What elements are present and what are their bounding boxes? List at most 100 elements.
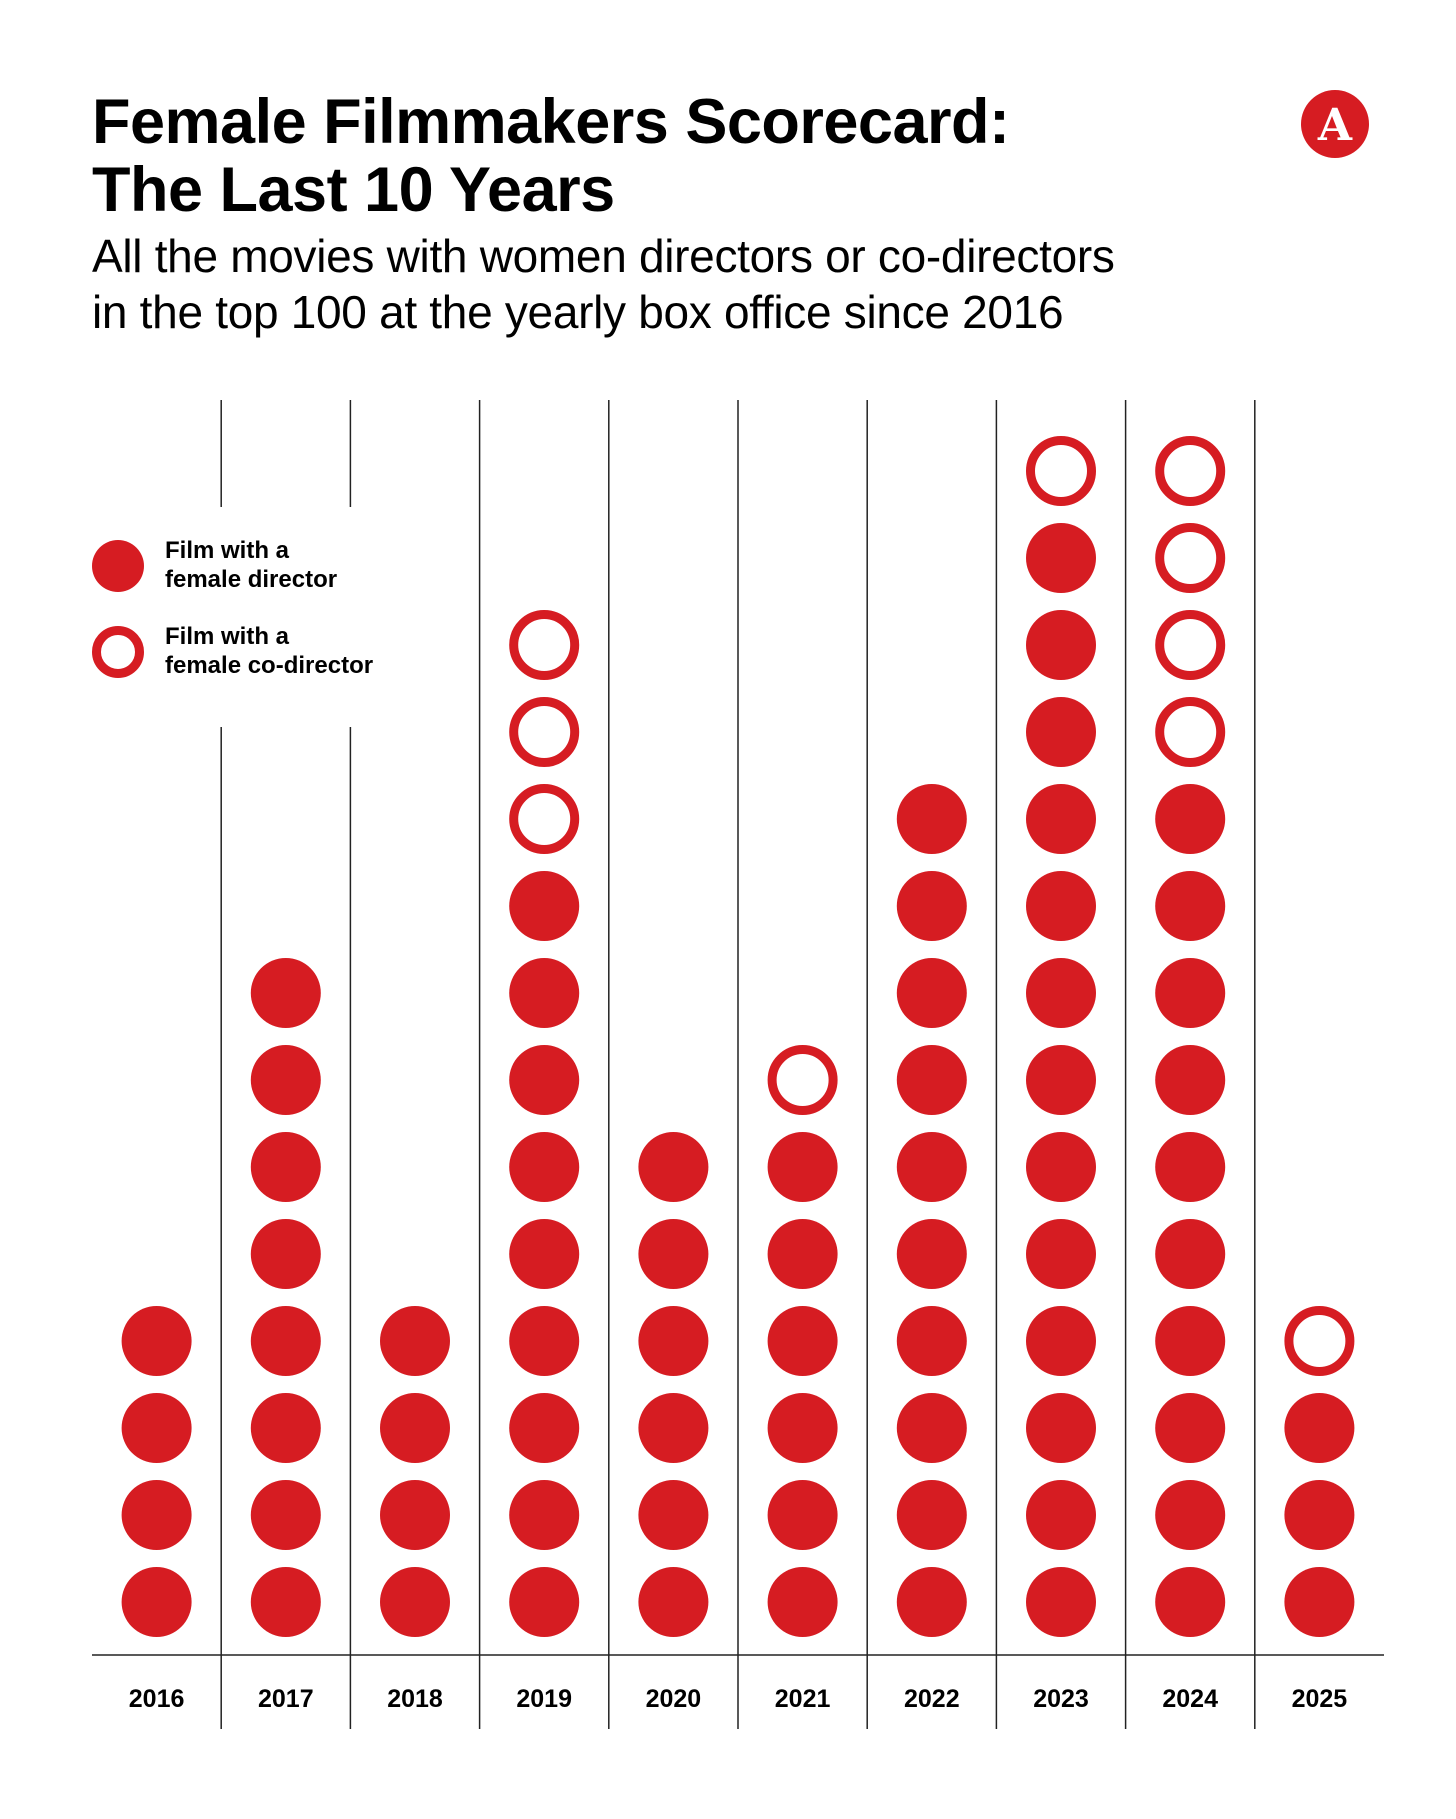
logo-disc [1301, 90, 1369, 158]
female-director-dot [509, 1567, 580, 1637]
female-director-dot [638, 1306, 709, 1376]
year-label: 2024 [1162, 1685, 1218, 1713]
female-director-dot [1026, 1219, 1096, 1289]
female-director-dot [121, 1480, 192, 1550]
female-director-dot [509, 1219, 580, 1289]
year-label: 2019 [516, 1685, 572, 1713]
female-director-dot [1026, 697, 1096, 767]
female-director-dot [1284, 1480, 1355, 1550]
legend-label-co-director-line-2: female co-director [165, 652, 374, 679]
female-director-dot [896, 1306, 967, 1376]
year-column-2018 [380, 1306, 450, 1637]
female-director-dot [250, 1567, 321, 1637]
female-co-director-dot [1155, 610, 1226, 680]
female-director-dot [380, 1306, 450, 1376]
female-director-dot [509, 1393, 580, 1463]
female-director-dot [1026, 1045, 1096, 1115]
female-director-dot [509, 958, 580, 1028]
female-director-dot [896, 1219, 967, 1289]
chart-title: Female Filmmakers Scorecard: The Last 10… [92, 87, 1010, 224]
year-label: 2020 [646, 1685, 702, 1713]
female-director-dot [509, 1132, 580, 1202]
female-director-dot [250, 1480, 321, 1550]
film-dots [121, 436, 1355, 1637]
female-co-director-dot [509, 697, 580, 767]
female-director-dot [767, 1567, 838, 1637]
subtitle-line-2: in the top 100 at the yearly box office … [92, 286, 1064, 338]
female-director-dot [896, 871, 967, 941]
female-director-dot [121, 1393, 192, 1463]
female-director-dot [767, 1480, 838, 1550]
female-director-dot [896, 784, 967, 854]
female-director-dot [1284, 1393, 1355, 1463]
year-label: 2025 [1292, 1685, 1348, 1713]
female-director-dot [896, 1480, 967, 1550]
year-label: 2023 [1033, 1685, 1089, 1713]
female-director-dot [1026, 784, 1096, 854]
year-column-2024 [1155, 436, 1226, 1637]
subtitle-line-1: All the movies with women directors or c… [92, 230, 1115, 282]
female-director-dot [896, 1567, 967, 1637]
female-co-director-dot [767, 1045, 838, 1115]
female-co-director-dot [1026, 436, 1096, 506]
female-director-dot [896, 1393, 967, 1463]
female-co-director-dot [1155, 697, 1226, 767]
year-label: 2018 [387, 1685, 443, 1713]
female-director-dot [250, 1219, 321, 1289]
female-director-dot [1155, 1393, 1226, 1463]
female-director-dot [1026, 1306, 1096, 1376]
year-label: 2021 [775, 1685, 831, 1713]
logo-letter: A [1317, 100, 1353, 151]
female-director-dot [1026, 1567, 1096, 1637]
legend-label-co-director-line-1: Film with a [165, 623, 290, 650]
female-director-dot [1155, 784, 1226, 854]
female-director-dot [250, 1045, 321, 1115]
title-line-1: Female Filmmakers Scorecard: [92, 87, 1010, 157]
legend-label-director-line-2: female director [165, 566, 338, 593]
female-director-dot [509, 1306, 580, 1376]
female-director-dot [121, 1306, 192, 1376]
female-director-dot [1155, 1045, 1226, 1115]
female-director-dot [896, 958, 967, 1028]
female-co-director-dot [1155, 523, 1226, 593]
female-director-dot [250, 1393, 321, 1463]
female-director-dot [1284, 1567, 1355, 1637]
legend-label-co-director: Film with a female co-director [165, 622, 425, 680]
chart-subtitle: All the movies with women directors or c… [92, 228, 1115, 340]
female-co-director-dot [1284, 1306, 1355, 1376]
year-separators [220, 400, 1256, 1729]
female-director-dot [509, 1480, 580, 1550]
filled-dot-icon [92, 540, 144, 592]
year-column-2022 [896, 784, 967, 1637]
female-director-dot [1155, 1567, 1226, 1637]
year-column-2019 [509, 610, 580, 1637]
female-director-dot [1026, 871, 1096, 941]
female-director-dot [638, 1480, 709, 1550]
female-director-dot [380, 1480, 450, 1550]
female-director-dot [380, 1567, 450, 1637]
female-director-dot [767, 1306, 838, 1376]
female-director-dot [767, 1393, 838, 1463]
female-director-dot [1155, 1480, 1226, 1550]
female-director-dot [767, 1219, 838, 1289]
female-co-director-dot [1155, 436, 1226, 506]
year-label: 2022 [904, 1685, 960, 1713]
year-column-2016 [121, 1306, 192, 1637]
female-director-dot [638, 1219, 709, 1289]
year-column-2017 [250, 958, 321, 1637]
female-director-dot [1155, 871, 1226, 941]
female-director-dot [1026, 610, 1096, 680]
year-column-2025 [1284, 1306, 1355, 1637]
female-director-dot [1026, 523, 1096, 593]
female-director-dot [1026, 1132, 1096, 1202]
year-column-2020 [638, 1132, 709, 1637]
year-label: 2016 [129, 1685, 185, 1713]
female-director-dot [638, 1393, 709, 1463]
year-column-2021 [767, 1045, 838, 1637]
legend-label-director: Film with a female director [165, 536, 425, 594]
outline-dot-icon [92, 626, 144, 678]
female-director-dot [1026, 1480, 1096, 1550]
female-director-dot [1155, 1219, 1226, 1289]
